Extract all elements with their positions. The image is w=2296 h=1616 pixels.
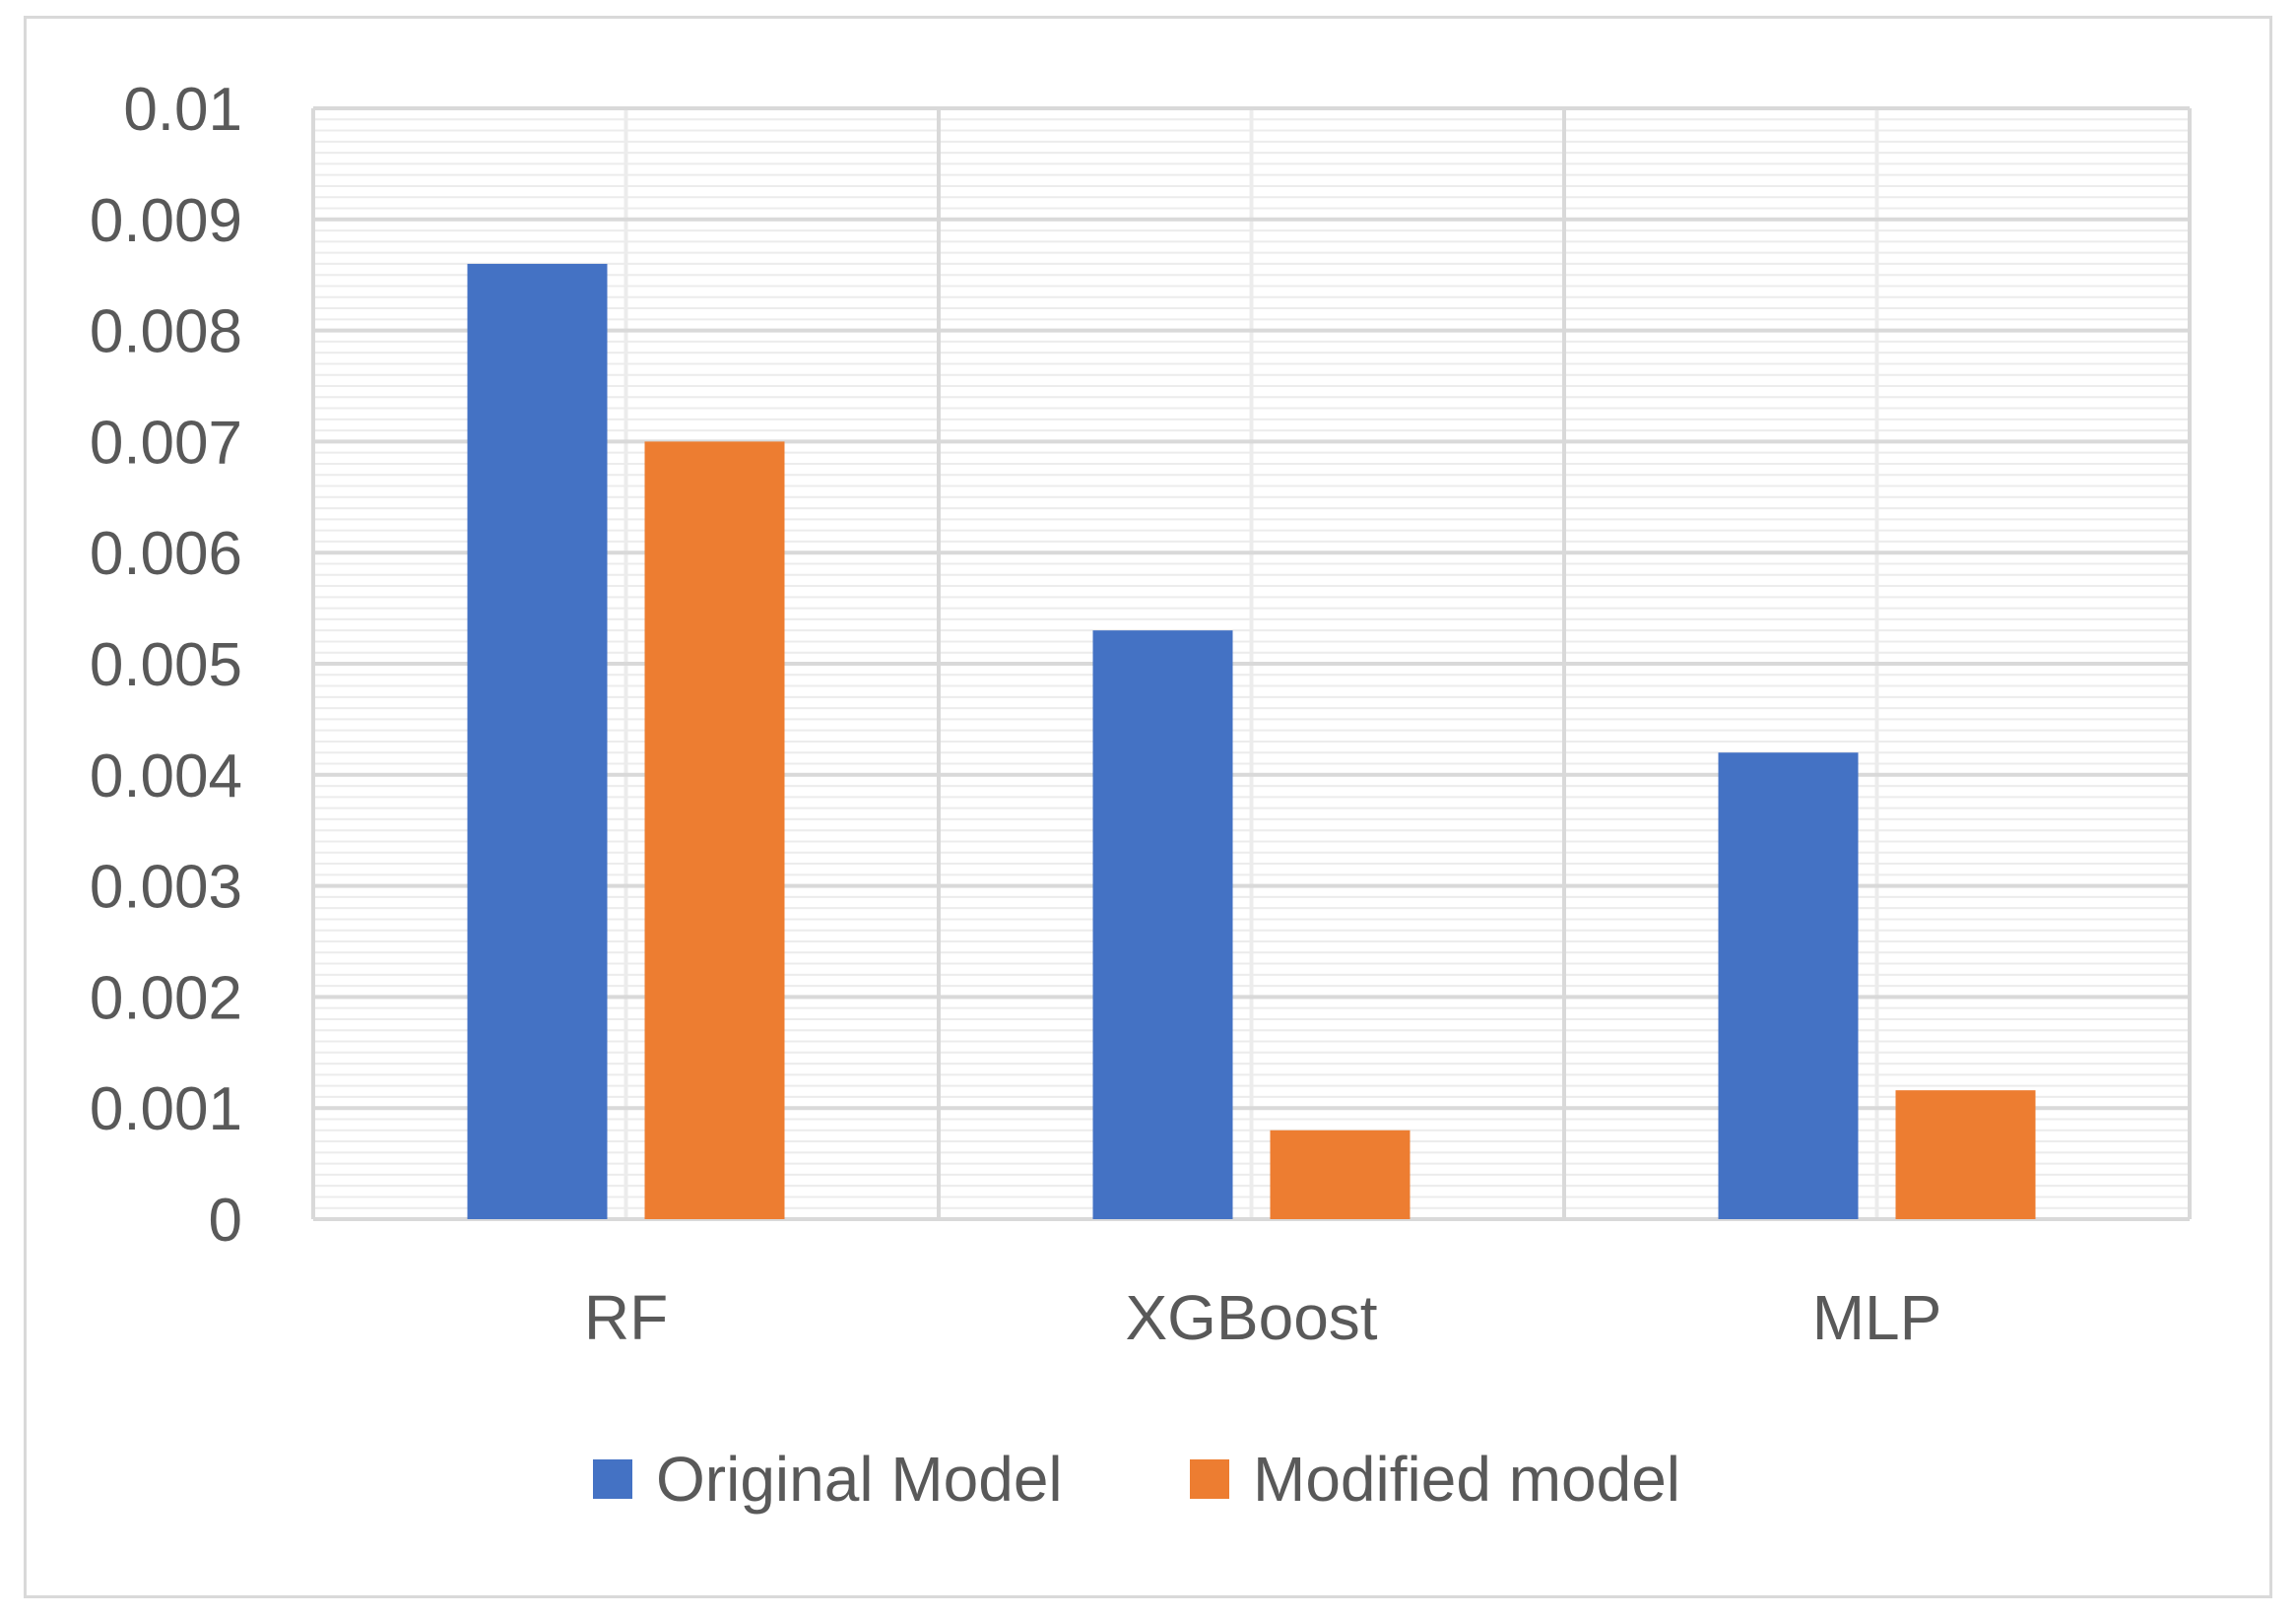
axes: 0 0.001 0.002 0.003 0.004 0.005 0.006 0.007 0.00… <box>90 76 1941 1353</box>
y-tick-label: 0.008 <box>90 298 242 366</box>
bar-xgboost-series-1 <box>1092 630 1233 1219</box>
x-category-label: RF <box>584 1282 668 1353</box>
grid <box>311 106 2192 1221</box>
legend-label-1: Original Model <box>656 1444 1063 1515</box>
bar-mlp-series-2 <box>1895 1090 2036 1219</box>
y-tick-label: 0.006 <box>90 520 242 588</box>
x-category-label: MLP <box>1812 1282 1942 1353</box>
bar-mlp-series-1 <box>1718 752 1859 1219</box>
bar-rf-series-2 <box>644 441 785 1219</box>
y-tick-label: 0.01 <box>123 76 242 144</box>
y-tick-label: 0.002 <box>90 964 242 1032</box>
y-tick-label: 0.004 <box>90 743 242 810</box>
y-tick-label: 0.001 <box>90 1075 242 1143</box>
y-tick-label: 0 <box>209 1187 242 1255</box>
bars <box>467 263 2036 1219</box>
legend-swatch-1 <box>593 1459 632 1499</box>
legend-label-2: Modified model <box>1253 1444 1680 1515</box>
legend: Original Model Modified model <box>593 1444 1680 1515</box>
x-category-label: XGBoost <box>1125 1282 1377 1353</box>
bar-xgboost-series-2 <box>1270 1130 1410 1219</box>
y-tick-label: 0.009 <box>90 187 242 255</box>
y-tick-label: 0.007 <box>90 409 242 477</box>
bar-rf-series-1 <box>467 263 608 1219</box>
y-tick-label: 0.003 <box>90 854 242 922</box>
legend-swatch-2 <box>1190 1459 1229 1499</box>
y-tick-label: 0.005 <box>90 631 242 699</box>
